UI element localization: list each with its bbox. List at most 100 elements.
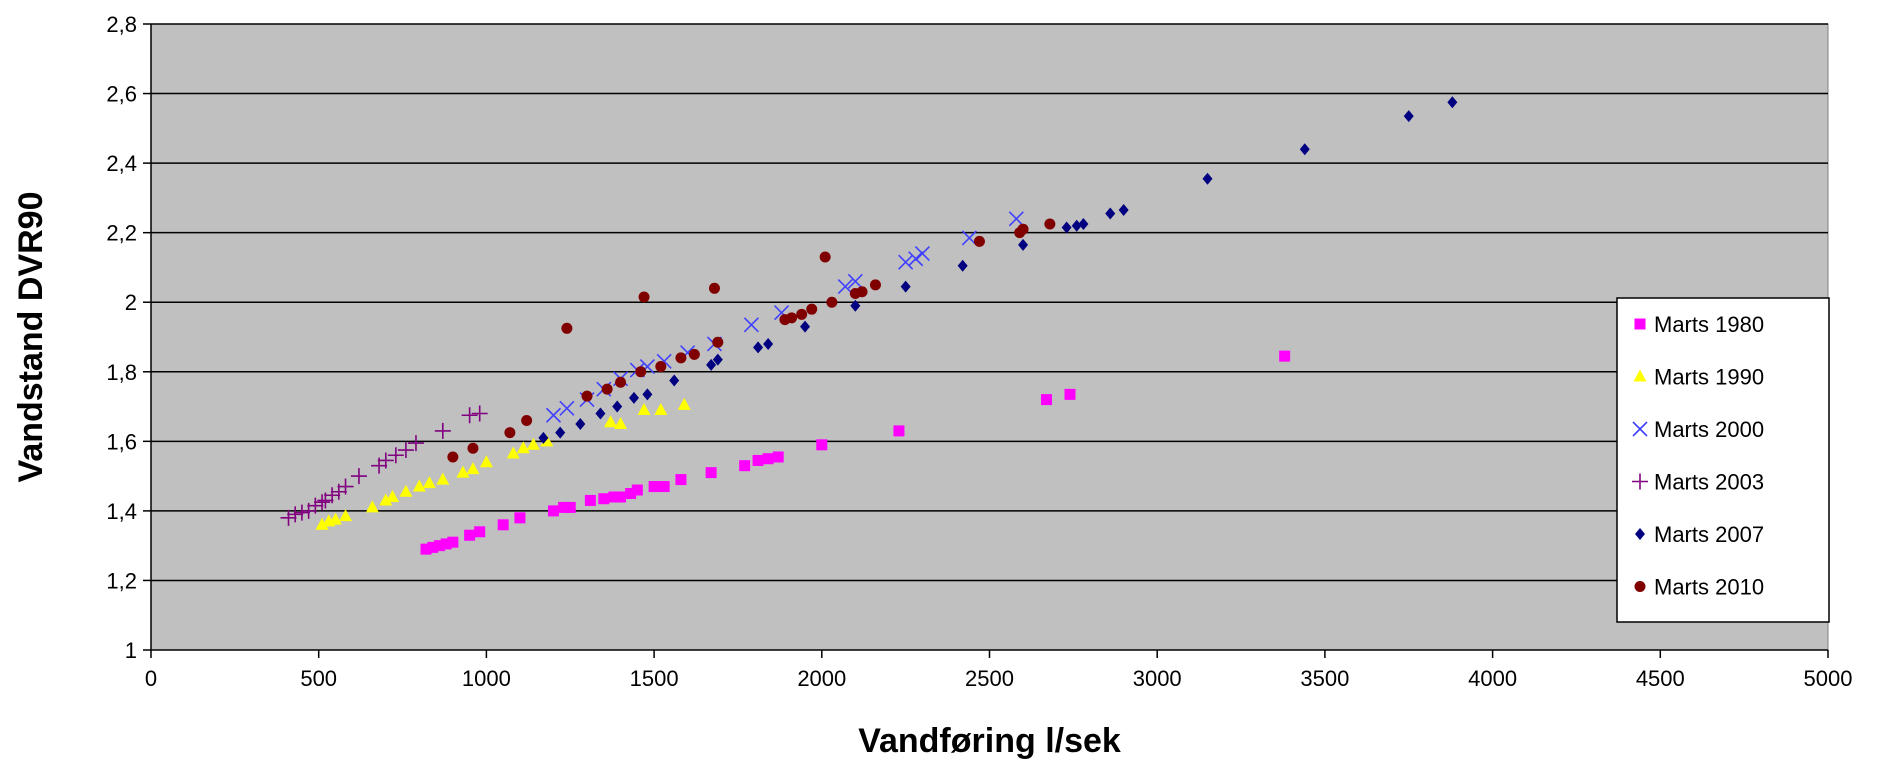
data-point [521, 414, 533, 426]
data-point [545, 407, 562, 423]
data-point [625, 488, 637, 499]
data-point [559, 400, 575, 416]
data-point [819, 251, 831, 263]
data-point [739, 460, 751, 472]
data-point [675, 474, 687, 486]
series-marts-2003 [280, 405, 488, 526]
series-marts-2007 [538, 96, 1458, 444]
data-point [847, 273, 863, 289]
data-point [1044, 218, 1056, 230]
data-point [1071, 219, 1082, 232]
data-point [763, 337, 774, 350]
data-point [337, 478, 354, 495]
data-point [856, 286, 868, 298]
data-point [595, 407, 606, 420]
data-point [387, 447, 404, 464]
data-point [612, 400, 623, 413]
data-point [379, 493, 393, 506]
y-tick-label: 2 [125, 290, 137, 315]
data-point [712, 336, 724, 348]
data-point [436, 472, 450, 485]
legend-label: Marts 1980 [1654, 312, 1764, 337]
data-point [377, 452, 394, 469]
data-point [564, 501, 576, 513]
data-point [608, 491, 620, 503]
data-point [752, 454, 764, 466]
gridlines [151, 23, 1828, 582]
data-point [581, 390, 593, 402]
data-point [1202, 172, 1213, 185]
data-point [706, 358, 717, 371]
y-tick-label: 2,2 [106, 221, 137, 246]
data-point [772, 451, 784, 463]
data-point [677, 397, 691, 410]
data-point [447, 536, 459, 548]
data-point [324, 487, 341, 504]
x-tick-label: 5000 [1804, 666, 1853, 691]
data-point [422, 476, 436, 489]
data-point [526, 437, 540, 450]
data-point [603, 415, 617, 428]
data-point [642, 388, 653, 401]
y-axis-ticks: 1 1,2 1,4 1,6 1,8 2 2,2 2,4 2,6 2,8 [106, 12, 151, 663]
legend-marker [1634, 581, 1646, 592]
data-point [973, 235, 985, 247]
data-point [638, 291, 650, 303]
data-point [614, 416, 628, 429]
data-point [796, 308, 808, 320]
data-point [514, 512, 526, 524]
data-point [467, 442, 479, 454]
plot-area [150, 23, 1829, 651]
data-point [558, 501, 570, 513]
y-tick-label: 1,4 [106, 499, 137, 524]
data-point [762, 453, 774, 465]
data-point [461, 407, 478, 424]
y-tick-label: 2,8 [106, 12, 137, 37]
data-point [658, 481, 670, 493]
data-point [654, 403, 668, 416]
data-point [908, 251, 924, 267]
data-point [575, 417, 586, 430]
data-point [466, 462, 480, 475]
legend-marker [1632, 421, 1648, 437]
data-point [547, 505, 559, 517]
data-point [850, 299, 861, 312]
series-marts-1980 [420, 350, 1291, 555]
data-point [399, 484, 413, 497]
legend-box [1616, 297, 1830, 623]
y-axis-title: Vandstand DVR90 [12, 192, 50, 483]
x-tick-label: 4000 [1468, 666, 1517, 691]
legend-label: Marts 1990 [1654, 365, 1764, 390]
y-tick-label: 1,6 [106, 429, 137, 454]
data-point [708, 282, 720, 294]
legend-marker [1633, 369, 1647, 382]
x-tick-label: 1000 [462, 666, 511, 691]
data-point [648, 481, 660, 493]
data-point [407, 435, 424, 452]
data-point [385, 489, 399, 502]
data-points [280, 96, 1458, 555]
data-point [615, 376, 627, 388]
series-marts-2010 [447, 218, 1056, 463]
data-point [893, 425, 905, 437]
data-point [806, 303, 818, 315]
data-point [1105, 207, 1116, 220]
y-tick-label: 2,6 [106, 82, 137, 107]
legend: Marts 1980 Marts 1990 Marts 2000 Marts 2003… [1616, 297, 1830, 623]
data-point [1078, 217, 1089, 230]
data-point [800, 320, 811, 333]
x-axis-ticks: 0 500 1000 1500 2000 2500 3000 3500 4000 4500 5000 [145, 650, 1853, 691]
data-point [516, 441, 530, 454]
data-point [584, 494, 596, 506]
data-point [712, 353, 723, 366]
data-point [397, 442, 414, 459]
data-point [447, 451, 459, 463]
data-point [869, 279, 881, 291]
data-point [365, 500, 379, 513]
data-point [497, 519, 509, 531]
x-tick-label: 500 [300, 666, 337, 691]
data-point [314, 494, 331, 511]
x-tick-label: 4500 [1636, 666, 1685, 691]
data-point [1008, 211, 1024, 227]
